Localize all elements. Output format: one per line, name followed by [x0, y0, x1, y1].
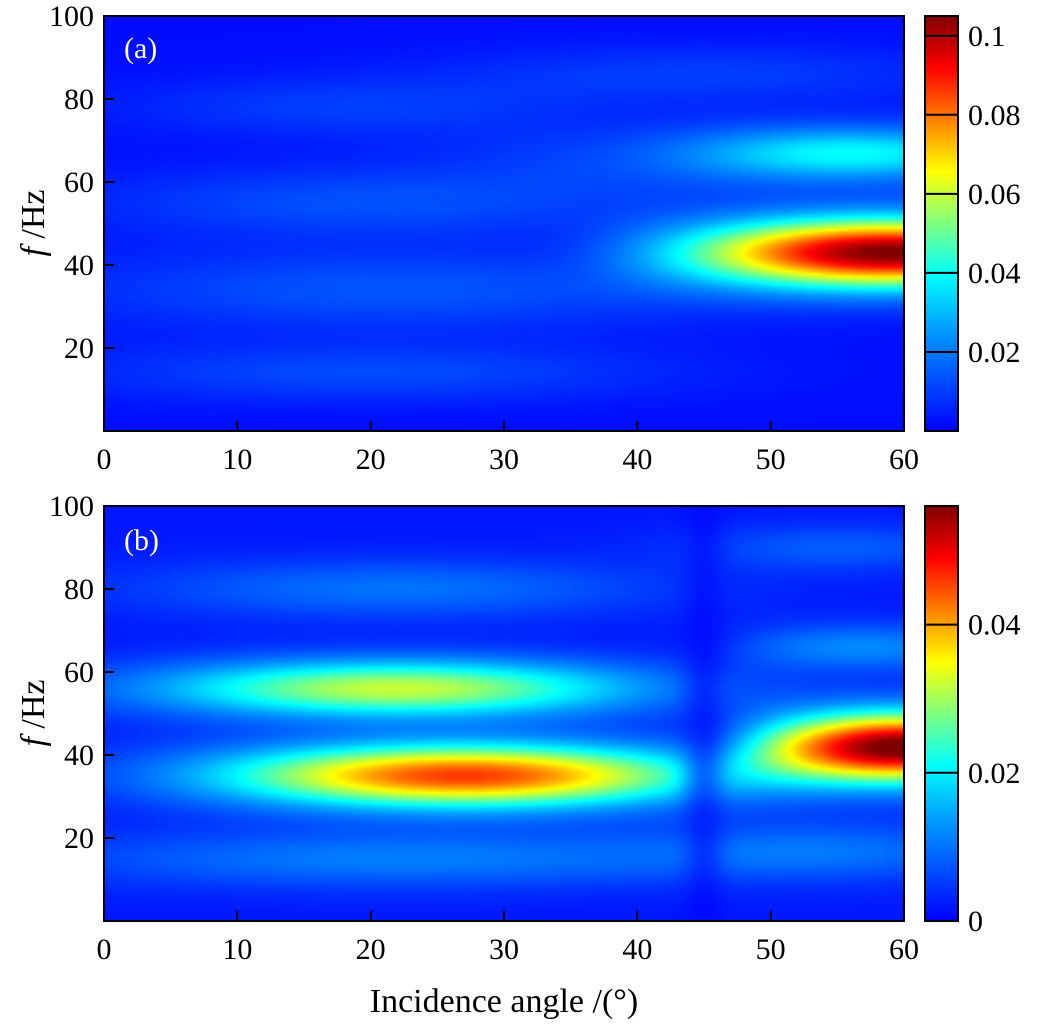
- panel-label-a: (a): [124, 32, 157, 65]
- x-tick-label: 0: [97, 933, 112, 966]
- y-ticks-b: 20 40 60 80 100: [49, 490, 114, 855]
- y-axis-label-b: f /Hz: [15, 679, 52, 746]
- colorbar-tick-label: 0.1: [968, 20, 1006, 53]
- y-tick-label: 40: [64, 249, 94, 282]
- panel-a: (a) 0 10 20 30 40 50 60 20 40 60 80 100 f /Hz 0.02…: [15, 0, 1021, 476]
- x-tick-label: 20: [356, 933, 386, 966]
- x-tick-label: 50: [756, 443, 786, 476]
- x-tick-label: 60: [889, 443, 919, 476]
- colorbar-b: [924, 505, 959, 922]
- panel-b: (b) 0 10 20 30 40 50 60 20 40 60 80 100 f /Hz Inci…: [15, 490, 1021, 1020]
- x-tick-label: 40: [622, 443, 652, 476]
- colorbar-tick-label: 0.04: [968, 257, 1021, 290]
- colorbar-tick-label: 0.02: [968, 336, 1021, 369]
- y-axis-label-a: f /Hz: [15, 189, 52, 256]
- colorbar-ticks-b: 0 0.02 0.04: [925, 609, 1021, 938]
- y-tick-label: 20: [64, 332, 94, 365]
- colorbar-tick-label: 0: [968, 905, 983, 938]
- x-tick-label: 10: [222, 933, 252, 966]
- colorbar-ticks-a: 0.02 0.04 0.06 0.08 0.1: [925, 20, 1021, 369]
- x-tick-label: 0: [97, 443, 112, 476]
- x-ticks-a: 0 10 20 30 40 50 60: [97, 421, 919, 476]
- y-ticks-a: 20 40 60 80 100: [49, 0, 114, 365]
- colorbar-tick-label: 0.04: [968, 609, 1021, 642]
- colorbar-tick-label: 0.08: [968, 99, 1021, 132]
- x-tick-label: 40: [622, 933, 652, 966]
- y-tick-label: 100: [49, 490, 94, 523]
- x-tick-label: 10: [222, 443, 252, 476]
- colorbar-tick-label: 0.02: [968, 757, 1021, 790]
- colorbar-tick-label: 0.06: [968, 178, 1021, 211]
- heatmap-a: [104, 16, 904, 431]
- panel-label-b: (b): [124, 524, 159, 557]
- y-tick-label: 40: [64, 739, 94, 772]
- x-tick-label: 30: [489, 933, 519, 966]
- x-axis-label: Incidence angle /(°): [370, 983, 638, 1020]
- y-tick-label: 80: [64, 573, 94, 606]
- y-tick-label: 100: [49, 0, 94, 33]
- colorbar-a: [924, 15, 959, 432]
- y-tick-label: 20: [64, 822, 94, 855]
- y-tick-label: 80: [64, 83, 94, 116]
- x-tick-label: 30: [489, 443, 519, 476]
- heatmap-b: [104, 506, 904, 921]
- y-tick-label: 60: [64, 166, 94, 199]
- x-tick-label: 50: [756, 933, 786, 966]
- y-tick-label: 60: [64, 656, 94, 689]
- x-tick-label: 60: [889, 933, 919, 966]
- x-ticks-b: 0 10 20 30 40 50 60: [97, 911, 919, 966]
- x-tick-label: 20: [356, 443, 386, 476]
